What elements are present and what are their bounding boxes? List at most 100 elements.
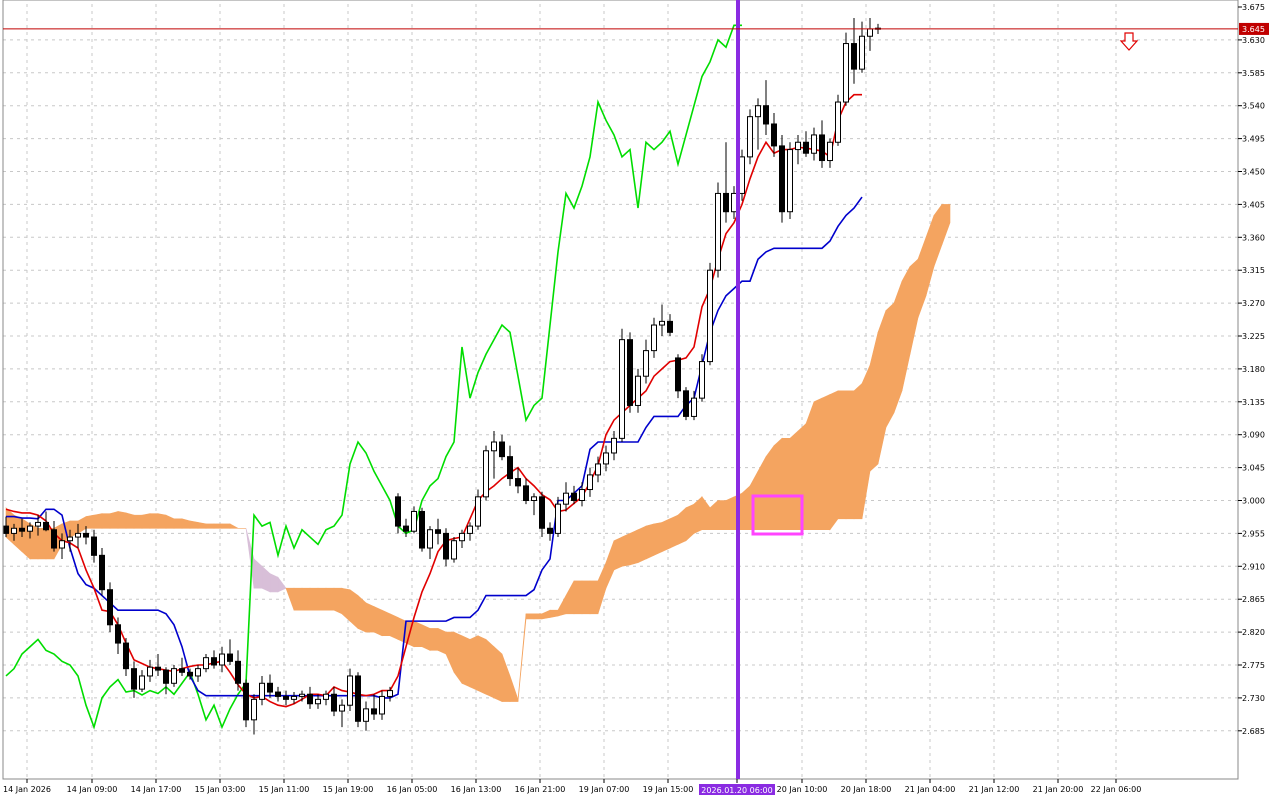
kumo-segment [205,523,215,529]
kumo-segment [525,613,535,620]
candle-body [339,704,345,712]
x-tick-label: 15 Jan 11:00 [259,785,310,794]
candle-body [819,134,825,162]
candle-body [387,690,393,697]
kumo-segment [77,516,87,534]
kumo-segment [341,587,351,622]
candle-body [667,320,673,333]
y-tick-label: 3.675 [1242,3,1265,12]
sell-arrow-icon [1119,32,1139,51]
kumo-segment [653,522,663,556]
candle-body [419,510,425,549]
vertical-marker-label: 2026.01.20 06:00 [701,786,772,795]
y-tick-label: 2.865 [1242,595,1265,604]
kumo-segment [413,620,423,648]
candle-body [635,375,641,406]
kumo-segment [717,500,727,531]
candle-body [187,671,193,677]
kumo-segment [181,518,191,529]
candle-body [27,525,33,532]
kumo-segment [565,580,575,615]
candle-body [779,145,785,213]
candle-body [539,496,545,529]
kumo-segment [485,638,495,699]
kumo-segment [173,518,183,529]
kumo-segment [645,523,655,560]
candle-body [811,134,817,154]
x-tick-label: 19 Jan 07:00 [579,785,630,794]
candle-body [163,669,169,684]
candle-body [307,693,313,705]
kumo-segment [581,580,591,615]
candle-body [155,666,161,671]
candles [3,17,881,735]
kumo-segment [909,258,919,355]
candle-body [427,529,433,549]
x-tick-label: 14 Jan 09:00 [67,785,118,794]
candle-body [835,101,841,143]
price-axis: 3.675 3.630 3.585 3.540 3.495 3.450 3.405 3.360… [1238,3,1265,736]
candle-body [467,525,473,534]
kumo-segment [421,624,431,651]
kumo-segment [765,444,775,531]
candle-body [51,529,57,549]
kumo-segment [557,595,567,617]
x-tick-label: 16 Jan 21:00 [515,785,566,794]
candle-body [83,532,89,538]
candle-body [75,532,81,538]
candle-body [411,510,417,532]
candle-body [851,43,857,70]
candle-body [363,708,369,722]
kumo-segment [853,382,863,520]
kumo-segment [261,565,271,593]
y-tick-label: 3.450 [1242,168,1265,177]
kumo-segment [333,587,343,615]
kumo-segment [917,237,927,318]
candle-body [563,492,569,505]
candle-body [531,496,537,502]
kumo-segment [461,635,471,688]
candle-body [747,116,753,158]
kijun-sen-line [6,196,863,699]
candle-body [827,141,833,162]
y-tick-label: 3.180 [1242,365,1265,374]
kumo-segment [597,562,607,614]
kumo-segment [221,523,231,529]
candle-body [395,496,401,527]
kumo-segment [533,613,543,620]
kumo-segment [269,573,279,593]
kumo-segment [133,514,143,529]
candle-body [123,642,129,670]
candle-body [803,141,809,154]
x-tick-label: 20 Jan 18:00 [841,785,892,794]
kumo-segment [93,513,103,529]
kumo-segment [21,518,31,560]
kumo-segment [309,587,319,611]
kumo-segment [845,390,855,520]
candle-body [699,361,705,399]
x-tick-label: 15 Jan 19:00 [323,785,374,794]
candle-body [771,123,777,147]
candle-body [475,496,481,527]
kumo-segment [693,496,703,534]
candle-body [691,397,697,417]
candle-body [515,478,521,487]
kumo-segment [477,635,487,695]
kumo-segment [805,401,815,531]
candle-body [35,521,41,527]
x-tick-label: 16 Jan 13:00 [451,785,502,794]
y-tick-label: 3.135 [1242,398,1265,407]
candle-body [259,682,265,700]
kumo-segment [301,587,311,611]
kumo-segment [813,397,823,531]
candle-body [715,192,721,271]
kumo-segment [605,540,615,589]
kumo-segment [325,587,335,611]
kumo-segment [157,513,167,529]
candle-body [331,693,337,712]
x-tick-label: 21 Jan 20:00 [1033,785,1084,794]
candle-body [579,489,585,501]
kumo-segment [37,527,47,560]
kumo-segment [821,394,831,531]
y-tick-label: 2.730 [1242,694,1265,703]
